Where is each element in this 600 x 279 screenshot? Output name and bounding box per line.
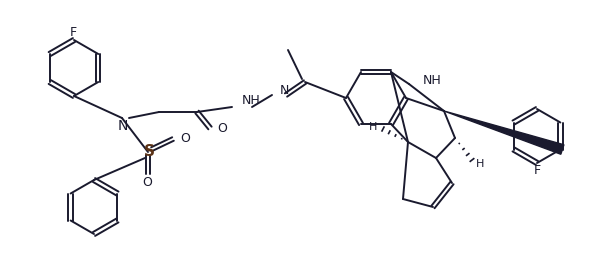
- Text: H: H: [368, 122, 377, 132]
- Text: H: H: [476, 159, 484, 169]
- Text: O: O: [217, 122, 227, 136]
- Text: S: S: [143, 145, 155, 160]
- Text: N: N: [280, 85, 289, 97]
- Text: N: N: [118, 119, 128, 133]
- Polygon shape: [444, 111, 564, 154]
- Text: F: F: [533, 165, 541, 177]
- Text: O: O: [142, 175, 152, 189]
- Text: NH: NH: [242, 93, 261, 107]
- Text: NH: NH: [423, 74, 442, 86]
- Text: O: O: [180, 131, 190, 145]
- Text: F: F: [70, 25, 77, 39]
